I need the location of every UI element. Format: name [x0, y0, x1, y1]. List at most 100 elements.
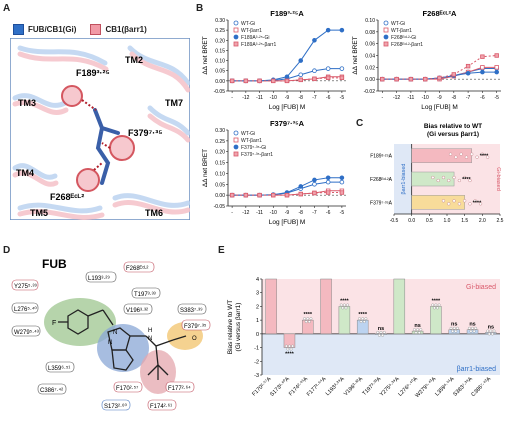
- fub-ligand: [93, 108, 120, 185]
- significance-label: ns: [469, 322, 475, 328]
- x-tick-label: 1.5: [461, 218, 468, 224]
- y-axis-label: (Gi versus βarr1): [235, 303, 242, 352]
- tm5-label: TM5: [30, 208, 48, 218]
- significance-label: ns: [488, 324, 494, 330]
- x-tick-label: -11: [256, 210, 263, 216]
- y-tick-label: 0.25: [215, 139, 225, 145]
- chart-title: F268ᴱᶜᴸ²A: [423, 9, 457, 18]
- data-point: [284, 192, 290, 198]
- data-point: [312, 190, 317, 196]
- category-label: F189³·²⁵A: [370, 154, 392, 160]
- tm4-label: TM4: [16, 168, 34, 178]
- replicate-dot: [341, 306, 345, 310]
- replicate-dot: [489, 329, 493, 333]
- legend-gi-label: FUB/CB1(Gi): [28, 25, 77, 34]
- ester-o: O: [192, 336, 197, 342]
- x-tick-label: -5: [340, 210, 345, 216]
- x-tick-label: -: [381, 95, 383, 101]
- ligand-interaction-diagram: FUB F H N N N O L193³·²⁹ F268ᴱᶜᴸ² Y275⁵·…: [11, 257, 211, 411]
- svg-text:S383⁷·³⁹: S383⁷·³⁹: [180, 307, 203, 314]
- n-atom: N: [148, 336, 152, 342]
- data-point: [465, 70, 471, 76]
- y-tick-label: -1: [254, 346, 259, 352]
- data-point: [325, 179, 331, 185]
- significance-label: ****: [303, 312, 312, 318]
- data-point: [229, 78, 235, 84]
- replicate-dot: [382, 330, 386, 334]
- y-tick-label: 4: [256, 277, 259, 283]
- replicate-dot: [470, 152, 474, 156]
- replicate-dot: [459, 152, 463, 156]
- replicate-dot: [284, 344, 288, 348]
- tm3-label: TM3: [18, 98, 36, 108]
- x-tick-label: -7: [466, 95, 471, 101]
- residue-f268-ring: [76, 168, 100, 192]
- chart-b-f379: F379⁷·³⁵A -0.05 0.00 0.05 0.10 0.15 0.20 0.25 0.…: [202, 119, 346, 226]
- replicate-dot: [491, 332, 494, 336]
- data-point: [339, 190, 345, 195]
- bar: [356, 319, 369, 335]
- replicate-dot: [339, 303, 343, 307]
- y-tick-label: 0.30: [215, 128, 225, 134]
- bar: [375, 333, 387, 335]
- x-tick-label: -8: [298, 95, 303, 101]
- legend-label: WT-Gi: [391, 21, 405, 27]
- replicate-dot: [361, 317, 365, 321]
- replicate-dot: [377, 333, 381, 337]
- data-point: [408, 76, 414, 82]
- replicate-dot: [485, 155, 490, 159]
- data-point: [494, 65, 499, 70]
- svg-text:F174²·⁶¹: F174²·⁶¹: [150, 403, 172, 410]
- chart-e-bias: Gi-biased βarr1-biased -3 -2 -1 0 1 2 3 4 Bias rel…: [227, 277, 500, 399]
- y-tick-label: 0.15: [215, 161, 225, 167]
- data-point: [394, 76, 399, 82]
- data-point: [312, 177, 317, 183]
- bar: [411, 148, 472, 163]
- replicate-dot: [447, 202, 451, 206]
- x-tick-label: -11: [407, 95, 414, 101]
- replicate-dot: [306, 317, 310, 321]
- chart-title: Bias relative to WT: [424, 123, 482, 130]
- y-tick-label: 0.20: [215, 38, 225, 44]
- replicate-dot: [434, 303, 438, 307]
- x-tick-label: -9: [285, 95, 290, 101]
- residue-f379-ring: [109, 135, 135, 161]
- legend-marker: [233, 20, 239, 26]
- replicate-dot: [432, 306, 436, 310]
- svg-text:F170²·⁵⁷: F170²·⁵⁷: [116, 385, 138, 392]
- data-point: [480, 69, 485, 75]
- category-label: F268ᴱᶜᴸ²A: [370, 177, 393, 183]
- svg-text:Y275⁵·³⁹: Y275⁵·³⁹: [14, 283, 37, 290]
- y-tick-label: 0.20: [215, 150, 225, 156]
- replicate-dot: [286, 347, 290, 351]
- bar: [466, 329, 479, 335]
- bar: [411, 195, 465, 210]
- legend-marker: [233, 41, 239, 47]
- replicate-dot: [381, 333, 385, 337]
- data-point: [339, 179, 345, 185]
- replicate-dot: [447, 178, 451, 183]
- x-tick-label: -7: [312, 95, 317, 101]
- tm6-label: TM6: [145, 208, 163, 218]
- y-tick-label: -0.05: [214, 89, 226, 95]
- data-point: [480, 54, 485, 59]
- y-tick-label: -0.02: [364, 89, 376, 95]
- data-point: [451, 72, 457, 77]
- y-tick-label: 0.00: [215, 79, 225, 85]
- svg-text:L276⁵·⁴⁰: L276⁵·⁴⁰: [14, 306, 37, 313]
- data-point: [271, 78, 276, 84]
- y-axis-label: ΔΔ net BRET: [202, 36, 209, 74]
- data-point: [298, 191, 303, 197]
- region-label-barr1: βarr1-biased: [401, 164, 407, 195]
- x-tick-label: -5: [340, 95, 345, 101]
- replicate-dot: [457, 178, 462, 183]
- x-tick-label: -6: [326, 95, 331, 101]
- x-axis-label: Log [FUB] M: [269, 104, 305, 111]
- legend-marker: [383, 20, 389, 26]
- x-tick-label: -8: [298, 210, 303, 216]
- x-tick-label: -12: [393, 95, 400, 101]
- x-tick-label: 2.5: [497, 218, 504, 224]
- ligand-name: FUB: [42, 257, 67, 271]
- x-tick-label: 1.0: [444, 218, 451, 224]
- barr1-region: [394, 144, 412, 214]
